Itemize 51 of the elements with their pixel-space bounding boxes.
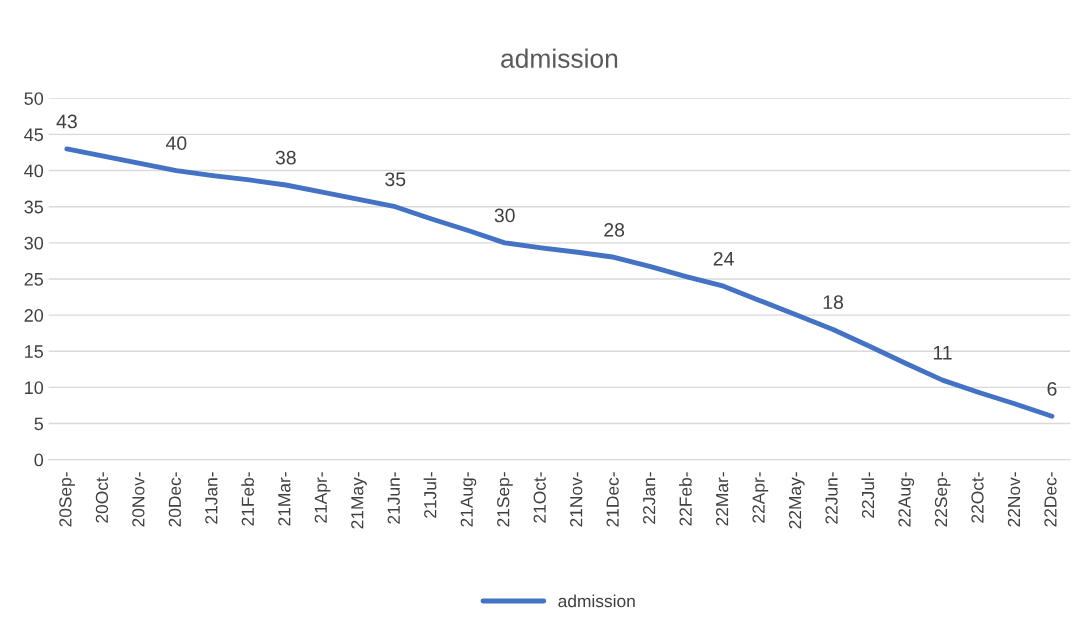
y-tick-label: 5: [34, 417, 44, 431]
y-tick-label: 50: [24, 92, 44, 105]
x-tick-label: 22Mar-: [715, 472, 729, 526]
x-tick-label: 22Nov-: [1007, 472, 1021, 527]
x-tick-label: 21Jul-: [423, 472, 437, 518]
y-tick-label: 15: [25, 345, 44, 358]
data-label: 38: [275, 150, 296, 165]
x-tick-label: 21Aug-: [460, 472, 477, 527]
data-label: 30: [494, 208, 515, 223]
data-label: 40: [165, 136, 187, 151]
x-tick-label: 21May-: [351, 472, 367, 529]
x-tick-label: 21Mar-: [278, 472, 291, 526]
legend-label: admission: [558, 594, 635, 608]
y-tick-label: 10: [25, 381, 44, 395]
x-tick-label: 22May-: [788, 472, 805, 529]
y-tick-label: 25: [24, 272, 44, 286]
x-tick-label: 21Apr-: [314, 472, 331, 523]
data-label: 24: [713, 251, 734, 266]
data-label: 28: [604, 223, 625, 237]
x-tick-label: 20Nov-: [132, 472, 145, 527]
data-label: 6: [1047, 382, 1057, 396]
x-tick-label: 22Feb-: [679, 472, 692, 526]
x-tick-label: 22Jun-: [825, 472, 838, 524]
y-tick-label: 35: [24, 200, 44, 214]
x-tick-label: 21Dec-: [606, 472, 619, 527]
x-tick-label: 22Jul-: [861, 472, 875, 518]
x-tick-label: 20Dec-: [168, 472, 181, 527]
x-tick-label: 21Oct-: [533, 472, 546, 523]
y-tick-label: 40: [24, 164, 44, 178]
x-tick-label: 21Jan-: [205, 472, 218, 524]
x-tick-label: 21Sep-: [497, 472, 513, 527]
y-tick-label: 30: [24, 236, 44, 250]
y-tick-label: 0: [34, 453, 44, 467]
data-label: 43: [56, 114, 77, 129]
x-tick-label: 22Aug-: [898, 472, 915, 527]
data-label: 11: [933, 346, 952, 360]
y-tick-label: 45: [24, 128, 44, 142]
y-tick-label: 20: [24, 309, 44, 322]
x-tick-label: 21Feb-: [241, 472, 254, 526]
x-tick-label: 22Jan-: [642, 472, 656, 524]
x-tick-label: 20Sep-: [59, 472, 75, 527]
x-tick-label: 20Oct-: [95, 472, 109, 523]
x-tick-label: 22Sep-: [934, 472, 951, 527]
data-label: 18: [823, 295, 844, 310]
x-tick-label: 21Nov-: [570, 472, 583, 527]
data-label: 35: [385, 172, 406, 187]
x-tick-label: 22Dec-: [1044, 472, 1057, 527]
x-tick-label: 22Oct-: [971, 472, 984, 523]
chart-title: admission: [501, 48, 618, 68]
x-tick-label: 22Apr-: [752, 472, 769, 523]
x-tick-label: 21Jun-: [387, 472, 400, 524]
